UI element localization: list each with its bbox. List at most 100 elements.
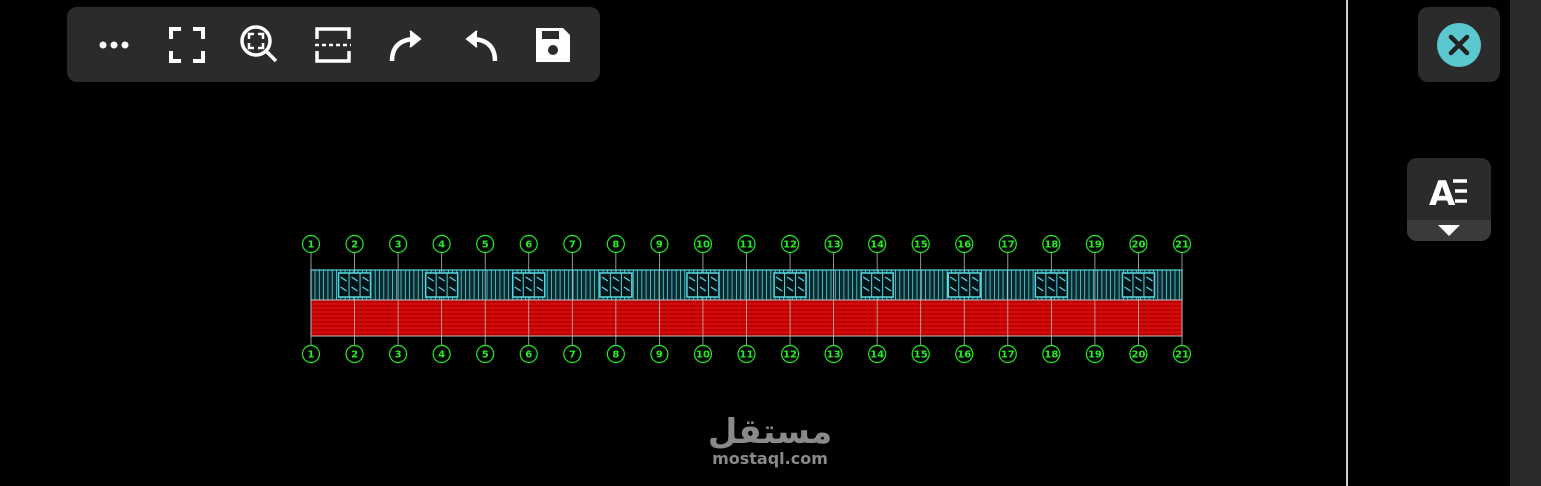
glass-hatch: [688, 276, 696, 282]
glass-hatch: [971, 276, 979, 282]
zoom-extents-button[interactable]: [235, 20, 285, 70]
grid-label: 8: [612, 240, 619, 251]
glass-hatch: [623, 276, 631, 282]
glass-hatch: [960, 276, 968, 282]
text-style-button[interactable]: A: [1407, 158, 1491, 241]
glass-hatch: [873, 276, 881, 282]
glass-hatch: [949, 276, 957, 282]
glass-hatch: [612, 276, 620, 282]
fullscreen-button[interactable]: [162, 20, 212, 70]
window: [512, 272, 546, 298]
glass-hatch: [786, 276, 794, 282]
glass-hatch: [427, 276, 435, 282]
grid-label: 21: [1175, 240, 1189, 251]
toolbar: [67, 7, 600, 82]
grid-label: 2: [351, 350, 358, 361]
glass-hatch: [449, 276, 457, 282]
grid-bubble: [955, 234, 974, 254]
grid-label: 10: [696, 240, 710, 251]
grid-bubble: [998, 234, 1017, 254]
grid-bubble: [650, 234, 669, 254]
grid-label: 9: [656, 350, 663, 361]
grid-label: 15: [914, 240, 928, 251]
glass-hatch: [449, 286, 457, 292]
grid-label: 5: [482, 350, 489, 361]
glass-hatch: [710, 286, 718, 292]
undo-button[interactable]: [455, 20, 505, 70]
grid-bubble: [955, 344, 974, 364]
watermark-arabic: مستقل: [707, 412, 833, 452]
glass-hatch: [351, 286, 358, 292]
redo-icon: [389, 29, 422, 61]
glass-hatch: [438, 276, 446, 282]
glass-hatch: [427, 286, 435, 292]
grid-bubble: [519, 234, 538, 254]
glass-hatch: [536, 276, 544, 282]
grid-label: 4: [438, 240, 445, 251]
grid-bubble: [476, 234, 495, 254]
grid-bubble: [301, 344, 321, 364]
grid-bubble: [911, 344, 930, 364]
grid-label: 6: [525, 350, 532, 361]
grid-label: 2: [351, 240, 358, 251]
grid-label: 3: [395, 350, 402, 361]
grid-label: 17: [1001, 350, 1015, 361]
glass-hatch: [710, 276, 718, 282]
grid-bubble: [345, 234, 364, 254]
grid-label: 12: [783, 350, 797, 361]
text-style-dropdown[interactable]: [1407, 220, 1491, 241]
grid-label: 11: [740, 240, 754, 251]
glass-hatch: [362, 286, 369, 292]
window: [424, 272, 459, 298]
glass-hatch: [1058, 276, 1066, 282]
close-button[interactable]: [1418, 7, 1500, 82]
grid-label: 13: [827, 240, 841, 251]
grid-bubble: [1042, 234, 1061, 254]
grid-label: 19: [1088, 350, 1102, 361]
grid-label: 13: [827, 350, 841, 361]
save-button[interactable]: [528, 20, 578, 70]
grid-label: 11: [740, 350, 754, 361]
glass-hatch: [623, 286, 631, 292]
glass-hatch: [612, 286, 620, 292]
glass-hatch: [525, 286, 533, 292]
panel-divider[interactable]: [1346, 0, 1348, 486]
glass-hatch: [699, 286, 707, 292]
glass-hatch: [688, 286, 696, 292]
grid-bubble: [476, 344, 495, 364]
section-button[interactable]: [308, 20, 358, 70]
grid-label: 17: [1001, 240, 1015, 251]
glass-hatch: [960, 286, 968, 292]
grid-label: 7: [569, 350, 576, 361]
grid-bubble: [389, 234, 408, 254]
grid-label: 5: [482, 240, 489, 251]
window: [1121, 272, 1156, 298]
glass-hatch: [1124, 286, 1131, 292]
side-panel: [1510, 0, 1541, 486]
grid-bubble: [519, 344, 538, 364]
grid-label: 14: [870, 350, 884, 361]
glass-hatch: [884, 276, 892, 282]
grid-bubble: [693, 344, 713, 364]
grid-bubble: [737, 234, 756, 254]
grid-bubble: [1172, 344, 1192, 364]
caret-down-icon: [1438, 225, 1460, 236]
grid-bubble: [868, 344, 887, 364]
glass-hatch: [1036, 286, 1044, 292]
grid-label: 19: [1088, 240, 1102, 251]
grid-bubble: [563, 344, 582, 364]
glass-hatch: [362, 276, 369, 282]
grid-bubble: [780, 234, 800, 254]
window: [860, 272, 894, 298]
grid-label: 3: [395, 240, 402, 251]
grid-label: 12: [783, 240, 797, 251]
grid-label: 9: [656, 240, 663, 251]
grid-bubble: [737, 344, 756, 364]
redo-button[interactable]: [382, 20, 432, 70]
more-button[interactable]: [89, 20, 139, 70]
grid-bubble: [1085, 234, 1105, 254]
section-icon: [315, 26, 352, 63]
svg-text:A: A: [1429, 174, 1456, 214]
glass-hatch: [1135, 276, 1142, 282]
